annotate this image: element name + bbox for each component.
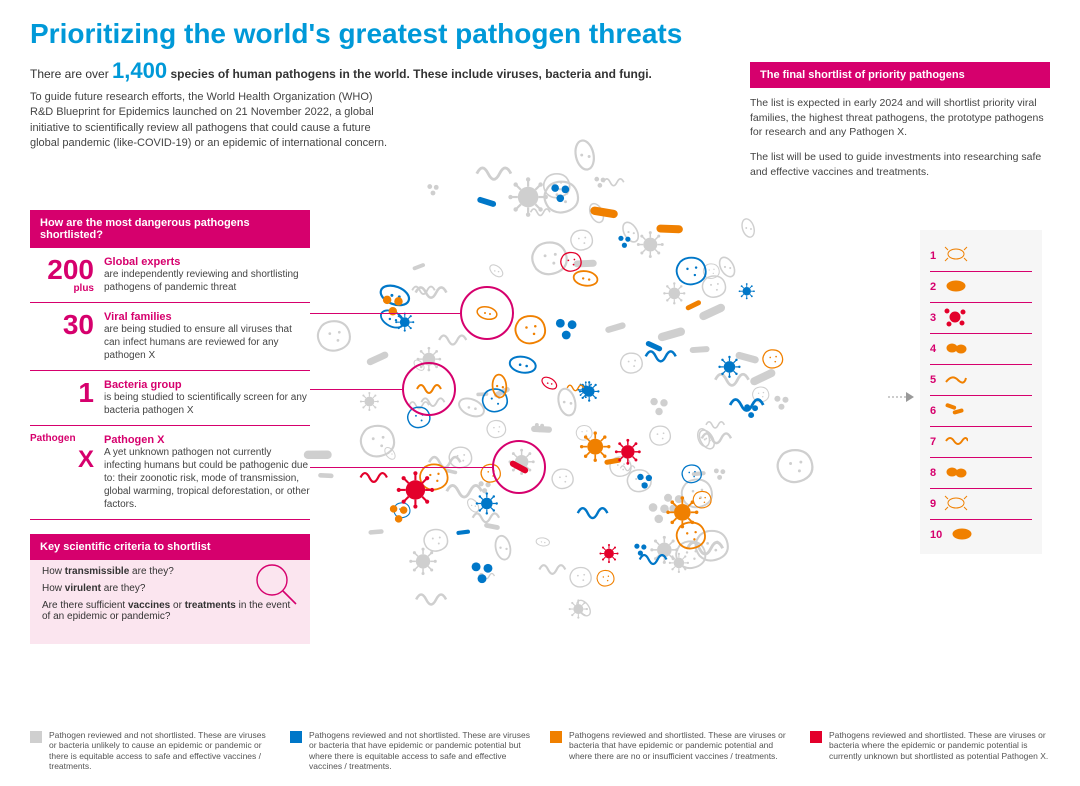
rank-number: 1 bbox=[930, 250, 936, 262]
legend-item: Pathogens reviewed and shortlisted. Thes… bbox=[810, 730, 1050, 773]
page-title: Prioritizing the world's greatest pathog… bbox=[0, 0, 1080, 58]
stat-label: Pathogen X bbox=[104, 434, 310, 446]
pathogen-icon bbox=[944, 246, 968, 265]
shortlist-panel: 1 2 3 4 5 6 7 8 9 10 bbox=[920, 230, 1042, 554]
intro-prefix: There are over bbox=[30, 67, 109, 81]
pathogen-icon bbox=[944, 278, 968, 297]
stat-number: PathogenX bbox=[30, 434, 94, 472]
connector-line bbox=[310, 313, 460, 314]
connector-line bbox=[310, 389, 402, 390]
pathogen-icon bbox=[944, 495, 968, 514]
shortlist-row: 1 bbox=[930, 240, 1032, 271]
stat-number: 30 bbox=[30, 311, 94, 339]
stat-label: Viral families bbox=[104, 311, 310, 323]
legend-item: Pathogen reviewed and not shortlisted. T… bbox=[30, 730, 270, 773]
shortlist-row: 4 bbox=[930, 333, 1032, 364]
stat-row: 1 Bacteria group is being studied to sci… bbox=[30, 371, 310, 426]
shortlist-row: 8 bbox=[930, 457, 1032, 488]
shortlist-header: How are the most dangerous pathogens sho… bbox=[30, 210, 310, 248]
legend-text: Pathogens reviewed and shortlisted. Thes… bbox=[829, 730, 1050, 773]
stat-label: Bacteria group bbox=[104, 379, 310, 391]
arrow-icon bbox=[888, 388, 914, 406]
shortlist-row: 2 bbox=[930, 271, 1032, 302]
legend-text: Pathogen reviewed and not shortlisted. T… bbox=[49, 730, 270, 773]
legend-swatch bbox=[550, 731, 562, 743]
legend-swatch bbox=[810, 731, 822, 743]
stat-row: 30 Viral families are being studied to e… bbox=[30, 303, 310, 371]
legend-swatch bbox=[290, 731, 302, 743]
highlight-ring bbox=[492, 440, 546, 494]
rank-number: 5 bbox=[930, 374, 936, 386]
rank-number: 9 bbox=[930, 498, 936, 510]
criteria-box: Key scientific criteria to shortlist How… bbox=[30, 534, 310, 644]
pathogen-icon bbox=[944, 434, 968, 451]
pathogen-icon bbox=[944, 306, 966, 331]
shortlist-row: 6 bbox=[930, 395, 1032, 426]
pathogen-icon bbox=[944, 402, 966, 421]
pathogen-icon bbox=[950, 526, 974, 545]
shortlist-row: 5 bbox=[930, 364, 1032, 395]
criteria-header: Key scientific criteria to shortlist bbox=[30, 534, 310, 560]
pathogen-cloud bbox=[300, 130, 820, 650]
pathogen-icon bbox=[944, 372, 968, 389]
right-header: The final shortlist of priority pathogen… bbox=[750, 62, 1050, 88]
stat-desc: is being studied to scientifically scree… bbox=[104, 391, 310, 417]
stat-desc: A yet unknown pathogen not currently inf… bbox=[104, 446, 310, 511]
pathogen-icon bbox=[944, 340, 968, 359]
legend-item: Pathogens reviewed and not shortlisted. … bbox=[290, 730, 530, 773]
legend: Pathogen reviewed and not shortlisted. T… bbox=[30, 730, 1050, 773]
rank-number: 4 bbox=[930, 343, 936, 355]
connector-line bbox=[310, 467, 492, 468]
legend-text: Pathogens reviewed and not shortlisted. … bbox=[309, 730, 530, 773]
shortlist-row: 3 bbox=[930, 302, 1032, 333]
intro-suffix: species of human pathogens in the world.… bbox=[170, 67, 651, 81]
stat-desc: are being studied to ensure all viruses … bbox=[104, 323, 310, 362]
rank-number: 6 bbox=[930, 405, 936, 417]
stat-row: PathogenX Pathogen X A yet unknown patho… bbox=[30, 426, 310, 520]
pathogen-icon bbox=[944, 464, 968, 483]
shortlist-row: 10 bbox=[930, 519, 1032, 550]
rank-number: 7 bbox=[930, 436, 936, 448]
legend-item: Pathogens reviewed and shortlisted. Thes… bbox=[550, 730, 790, 773]
rank-number: 3 bbox=[930, 312, 936, 324]
stat-number: 200plus bbox=[30, 256, 94, 294]
legend-text: Pathogens reviewed and shortlisted. Thes… bbox=[569, 730, 790, 773]
highlight-ring bbox=[460, 286, 514, 340]
shortlist-row: 9 bbox=[930, 488, 1032, 519]
intro-big-number: 1,400 bbox=[112, 58, 167, 83]
left-column: How are the most dangerous pathogens sho… bbox=[30, 210, 310, 644]
stat-number: 1 bbox=[30, 379, 94, 407]
magnifier-icon bbox=[252, 560, 300, 608]
stat-desc: are independently reviewing and shortlis… bbox=[104, 268, 310, 294]
highlight-ring bbox=[402, 362, 456, 416]
legend-swatch bbox=[30, 731, 42, 743]
rank-number: 10 bbox=[930, 529, 942, 541]
shortlist-row: 7 bbox=[930, 426, 1032, 457]
rank-number: 2 bbox=[930, 281, 936, 293]
rank-number: 8 bbox=[930, 467, 936, 479]
stat-label: Global experts bbox=[104, 256, 310, 268]
stat-row: 200plus Global experts are independently… bbox=[30, 248, 310, 303]
